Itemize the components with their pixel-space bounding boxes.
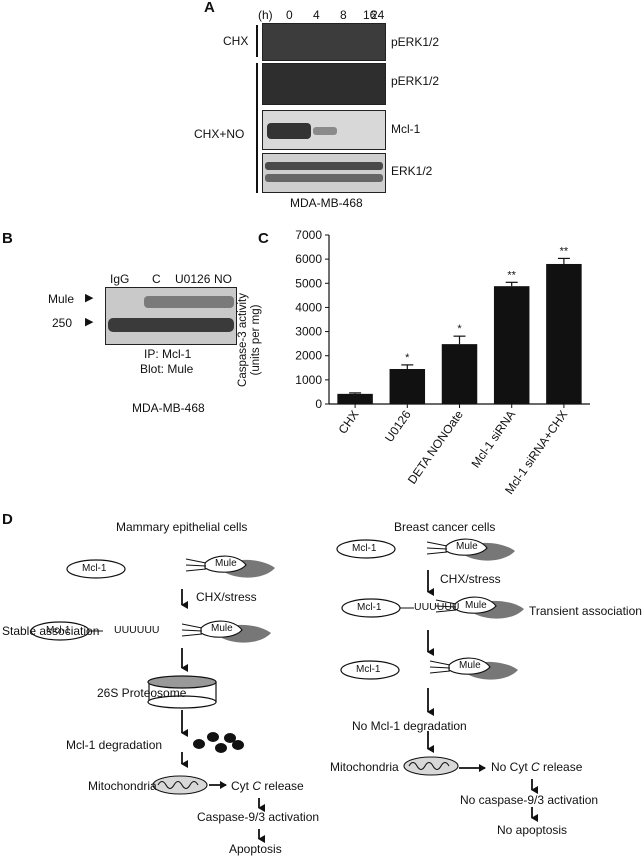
stimulus-label: CHX/stress — [440, 572, 501, 586]
degradation-label: Mcl-1 degradation — [66, 738, 163, 752]
degradation-fragments — [193, 732, 244, 753]
y-tick-label: 4000 — [295, 300, 322, 314]
mw-marker-label: 250 — [52, 316, 73, 330]
panel-c-label: C — [258, 230, 269, 247]
y-tick-label: 2000 — [295, 349, 322, 363]
blot-label: Mcl-1 — [391, 122, 421, 136]
mitochondria-label: Mitochondria — [330, 760, 399, 774]
no-degradation-label: No Mcl-1 degradation — [352, 719, 467, 733]
no-caspase-activation-label: No caspase-9/3 activation — [460, 793, 599, 807]
panel-d-label: D — [2, 511, 13, 528]
mule-protein — [429, 657, 518, 680]
proteosome-label: 26S Proteosome — [97, 686, 187, 700]
y-tick-label: 1000 — [295, 373, 322, 387]
y-tick-label: 6000 — [295, 252, 322, 266]
western-blot-mcl1 — [262, 110, 386, 150]
y-tick-label: 3000 — [295, 325, 322, 339]
lane-label: NO — [214, 272, 232, 286]
timepoint-label: 16 — [363, 8, 377, 22]
mcl1-protein — [336, 539, 396, 559]
left-column-title: Mammary epithelial cells — [116, 520, 248, 534]
mcl1-label: Mcl-1 — [356, 664, 381, 675]
timepoint-label: 4 — [313, 8, 320, 22]
ubiquitin-chain-label: UUUUUU — [114, 624, 160, 636]
mule-protein — [435, 596, 524, 619]
right-column-title: Breast cancer cells — [394, 520, 496, 534]
cyt-c-release-label: Cyt C release — [231, 779, 304, 793]
marker-arrow-icon: ▶ — [85, 316, 94, 328]
mule-protein — [185, 555, 275, 578]
timepoint-label: 0 — [286, 8, 293, 22]
mcl1-protein — [66, 559, 126, 579]
mitochondria-label: Mitochondria — [88, 779, 157, 793]
panel-b-label: B — [2, 230, 13, 247]
mule-label: Mule — [465, 600, 487, 611]
timepoint-label: 8 — [340, 8, 347, 22]
western-blot-mule — [105, 287, 237, 345]
lane-label: U0126 — [175, 272, 211, 286]
mcl1-label: Mcl-1 — [46, 625, 71, 636]
marker-arrow-icon: ▶ — [85, 292, 94, 304]
condition-bracket — [256, 25, 258, 57]
western-blot-perk-chx — [262, 23, 386, 61]
significance-label: ** — [560, 245, 569, 257]
blot-label: ERK1/2 — [391, 164, 433, 178]
mule-marker-label: Mule — [48, 292, 75, 306]
western-blot-perk-chx-no — [262, 63, 386, 105]
mule-label: Mule — [211, 623, 233, 634]
mitochondrion — [403, 756, 459, 776]
ubiquitin-chain-label: UUUUUU — [414, 601, 460, 613]
cell-line-label: MDA-MB-468 — [132, 401, 205, 415]
caspase-activation-label: Caspase-9/3 activation — [197, 810, 320, 824]
condition-cho-label: CHX — [223, 34, 249, 48]
significance-label: * — [405, 352, 410, 364]
blot-label: pERK1/2 — [391, 35, 440, 49]
stable-association-label: Stable association — [2, 624, 100, 638]
lane-label: IgG — [110, 272, 130, 286]
bar — [493, 286, 530, 404]
mule-label: Mule — [215, 558, 237, 569]
western-blot-erk — [262, 153, 386, 193]
bar — [337, 393, 373, 404]
transient-association-label: Transient association — [529, 604, 642, 618]
mule-protein — [181, 620, 271, 643]
mcl1-protein — [340, 660, 400, 680]
mcl1-label: Mcl-1 — [82, 563, 107, 574]
stimulus-label: CHX/stress — [196, 590, 257, 604]
condition-bracket — [256, 63, 258, 193]
bar — [546, 263, 582, 404]
y-tick-label: 7000 — [295, 228, 322, 242]
timepoint-label: 24 — [371, 8, 385, 22]
mcl1-label: Mcl-1 — [352, 543, 377, 554]
mcl1-label: Mcl-1 — [357, 602, 382, 613]
significance-label: * — [457, 323, 462, 335]
panel-a-label: A — [204, 0, 215, 16]
ip-label: IP: Mcl-1 — [144, 347, 192, 361]
mule-label: Mule — [456, 541, 478, 552]
bar — [389, 368, 426, 404]
mitochondrion — [152, 775, 208, 795]
blot-label: Blot: Mule — [140, 362, 194, 376]
y-tick-label: 5000 — [295, 276, 322, 290]
no-cyt-c-release-label: No Cyt C release — [491, 760, 583, 774]
bar — [441, 344, 478, 404]
mule-protein — [426, 538, 515, 561]
apoptosis-label: Apoptosis — [229, 842, 282, 856]
no-apoptosis-label: No apoptosis — [497, 823, 568, 837]
mule-label: Mule — [459, 660, 481, 671]
condition-cho-no-label: CHX+NO — [194, 127, 245, 141]
caspase-chart: 01000200030004000500060007000CHX*U0126*D… — [295, 228, 590, 497]
y-tick-label: 0 — [315, 397, 322, 411]
cell-line-label: MDA-MB-468 — [290, 196, 363, 210]
time-unit-label: (h) — [258, 8, 273, 22]
blot-label: pERK1/2 — [391, 74, 440, 88]
proteosome-barrel — [147, 675, 217, 709]
significance-label: ** — [507, 269, 516, 281]
lane-label: C — [152, 272, 161, 286]
